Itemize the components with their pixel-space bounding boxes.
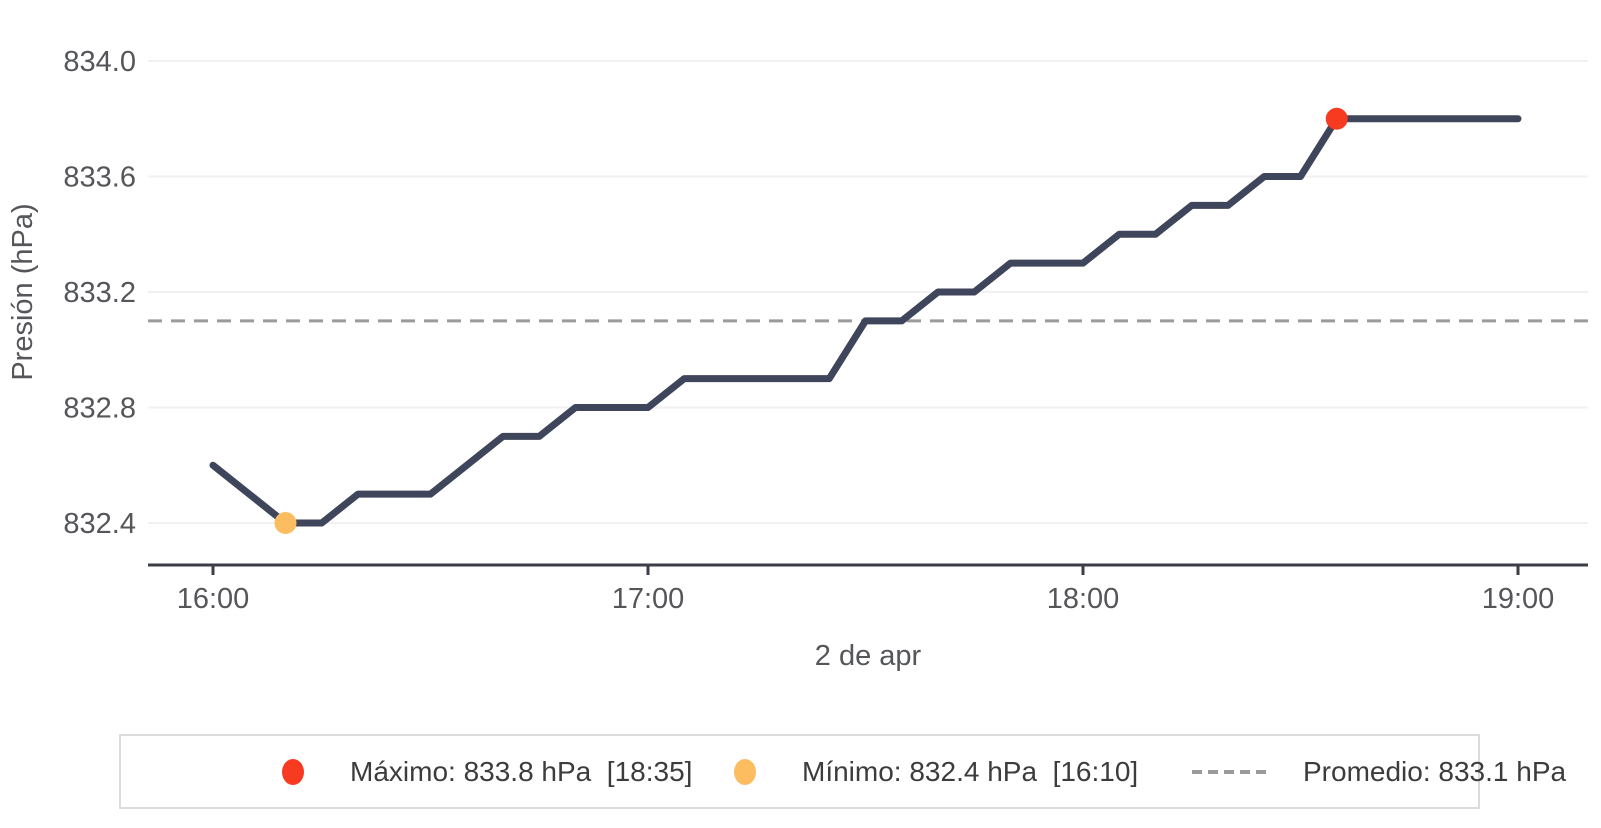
max-point-marker[interactable] (1325, 107, 1348, 130)
pressure-chart-svg: 16:00 17:00 18:00 19:00 832.4 832.8 833.2 833.6… (7, 46, 1588, 672)
y-tick-label: 832.8 (63, 393, 136, 425)
x-axis-title: 2 de apr (815, 640, 922, 672)
min-point-marker[interactable] (274, 512, 297, 534)
average-legend-label: Promedio: 833.1 hPa (1303, 756, 1567, 787)
y-tick-label: 832.4 (63, 508, 136, 540)
average-legend-dash-icon (1192, 770, 1272, 774)
chart-legend: Máximo: 833.8 hPa [18:35] Mínimo: 832.4 … (119, 734, 1566, 809)
pressure-line[interactable] (209, 115, 1522, 527)
y-tick-label: 834.0 (63, 46, 136, 78)
y-tick-label: 833.2 (63, 277, 136, 309)
x-tick-label: 17:00 (612, 583, 685, 615)
x-tick-label: 16:00 (177, 583, 250, 615)
max-legend-label: Máximo: 833.8 hPa [18:35] (350, 756, 693, 787)
min-legend-label: Mínimo: 832.4 hPa [16:10] (802, 756, 1139, 787)
y-axis-title: Presión (hPa) (7, 203, 39, 380)
min-legend-icon (734, 759, 756, 785)
max-legend-icon (282, 759, 304, 785)
x-tick-label: 19:00 (1482, 583, 1555, 615)
x-tick-label: 18:00 (1047, 583, 1120, 615)
y-tick-label: 833.6 (63, 162, 136, 194)
